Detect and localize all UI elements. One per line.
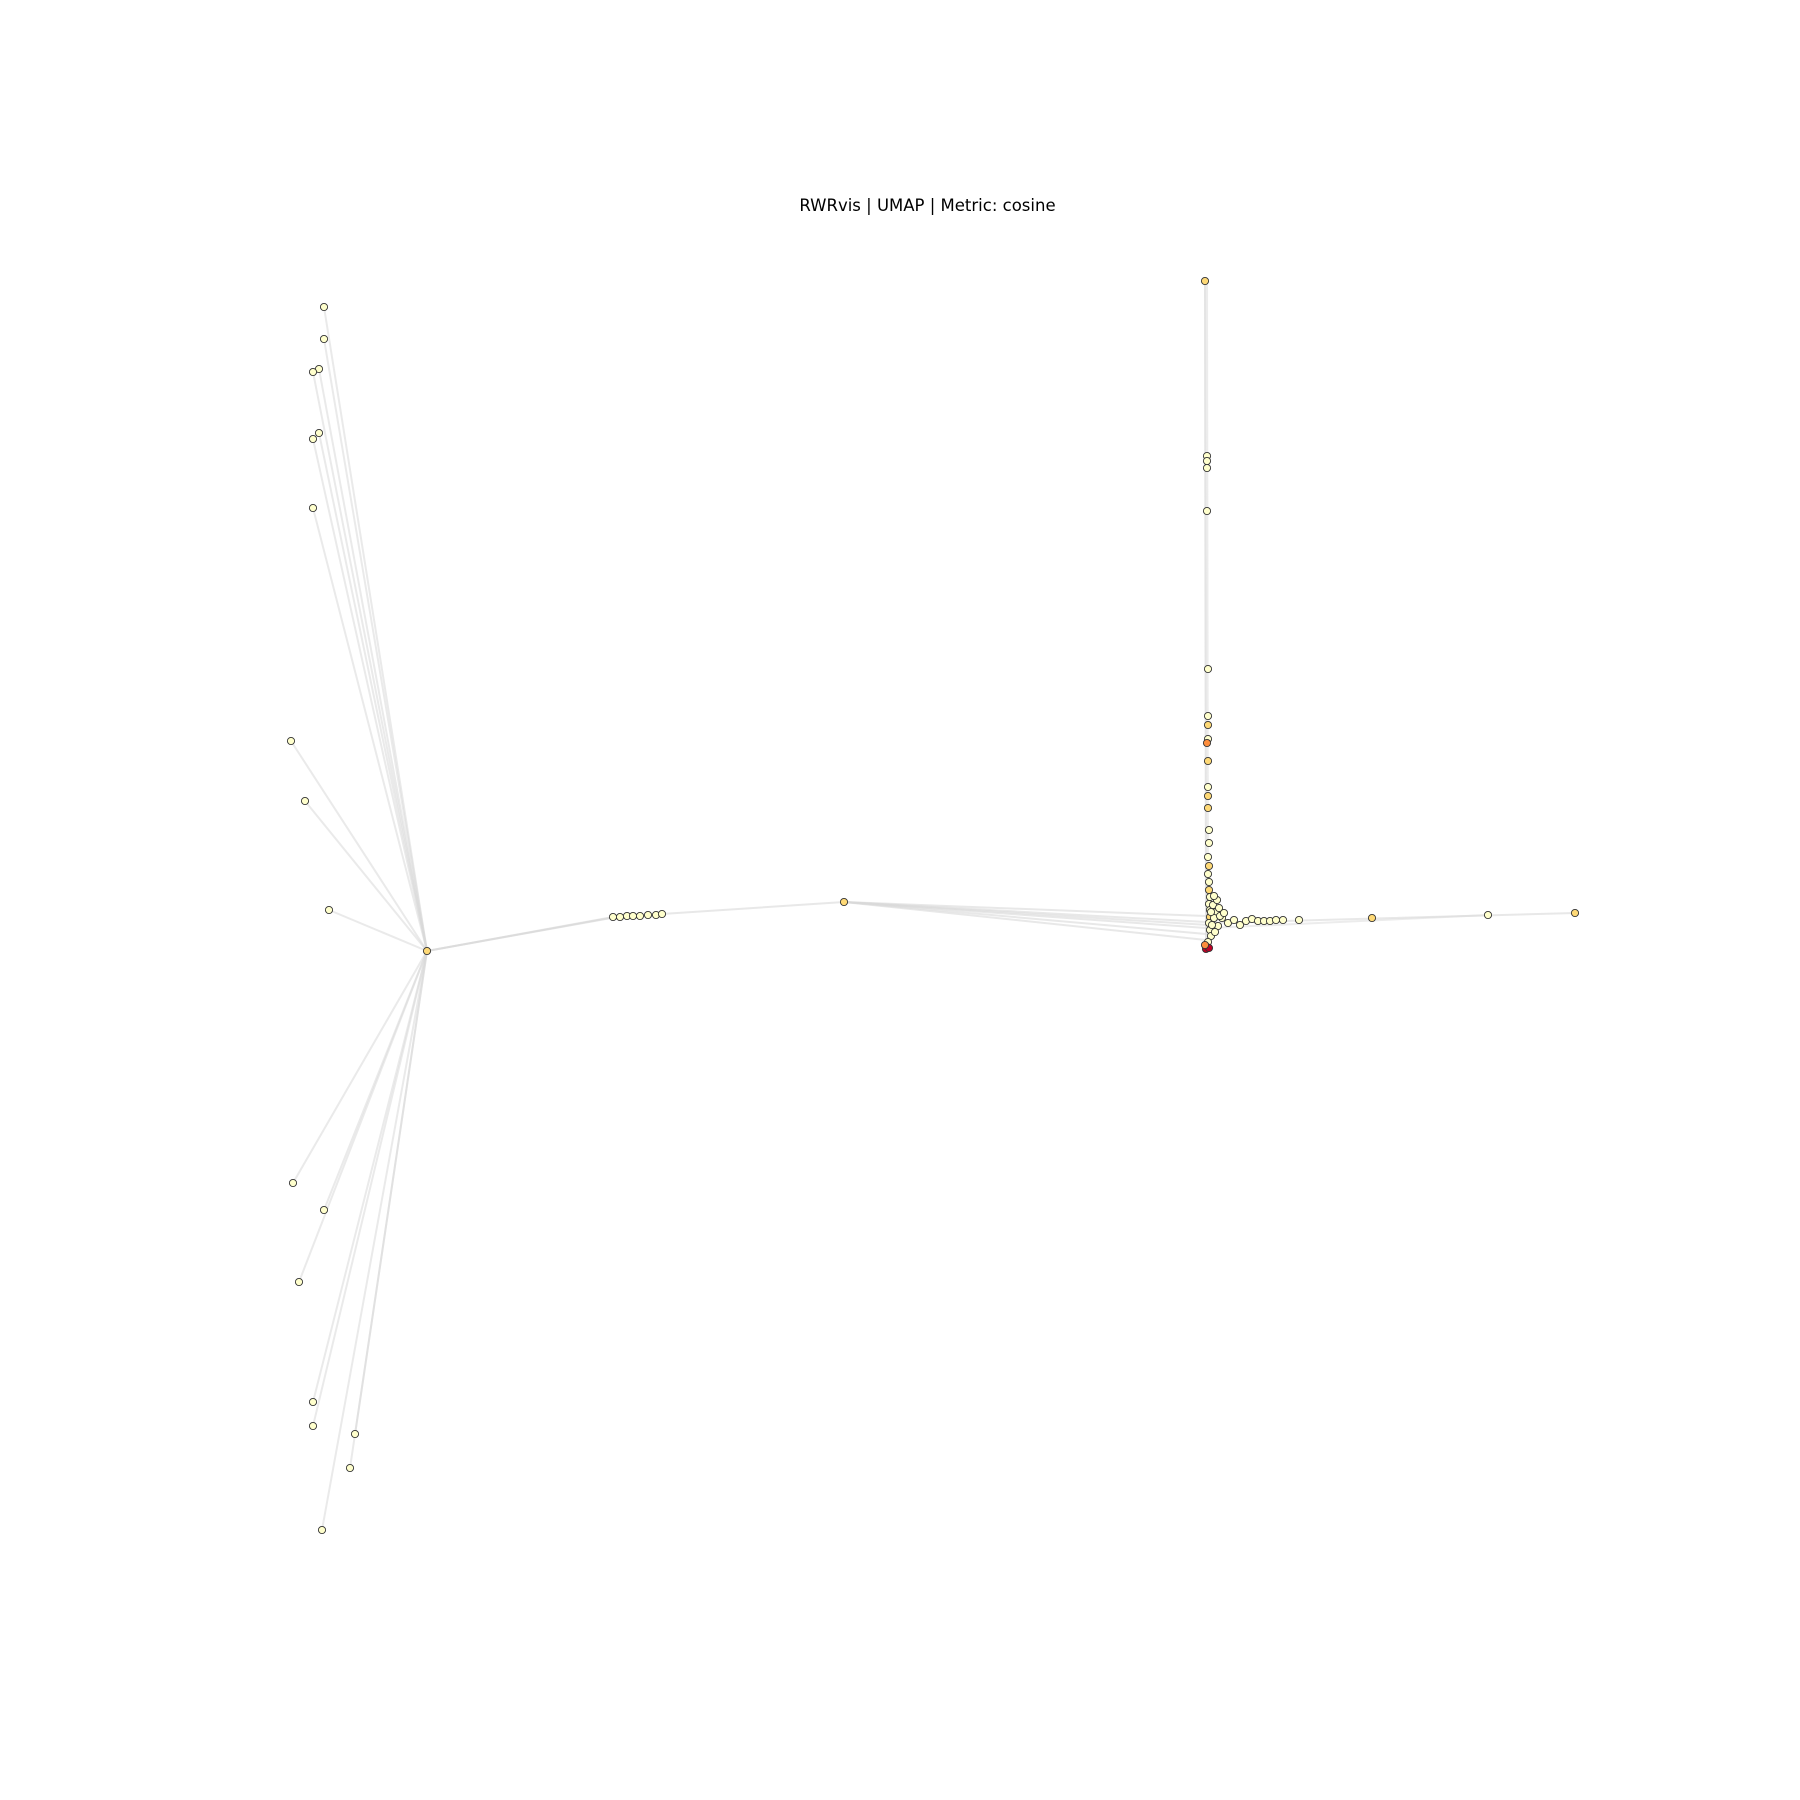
graph-node	[1204, 877, 1214, 887]
graph-node	[294, 1277, 304, 1287]
graph-node	[1294, 915, 1304, 925]
graph-edge	[312, 438, 428, 952]
graph-node	[1204, 885, 1214, 895]
graph-node	[308, 1421, 318, 1431]
graph-node	[1570, 908, 1580, 918]
graph-node	[1200, 276, 1210, 286]
graph-node	[839, 897, 849, 907]
graph-node	[319, 302, 329, 312]
graph-node	[1204, 838, 1214, 848]
graph-node	[308, 434, 318, 444]
graph-node	[1203, 791, 1213, 801]
graph-node	[635, 911, 645, 921]
graph-node	[317, 1525, 327, 1535]
graph-edge	[349, 950, 428, 1469]
graph-node	[1214, 903, 1224, 913]
graph-node	[1278, 915, 1288, 925]
graph-node	[1204, 825, 1214, 835]
graph-node	[643, 910, 653, 920]
graph-node	[1203, 782, 1213, 792]
graph-edge	[843, 901, 1207, 941]
graph-node	[350, 1429, 360, 1439]
graph-edge	[843, 901, 1209, 926]
graph-edge	[312, 371, 428, 952]
graph-edge	[323, 338, 428, 952]
graph-node	[1202, 463, 1212, 473]
graph-edge	[304, 800, 428, 952]
graph-node	[1271, 915, 1281, 925]
graph-node	[319, 1205, 329, 1215]
graph-edge	[298, 950, 428, 1283]
graph-edge	[318, 368, 428, 952]
graph-node	[1200, 940, 1210, 950]
graph-node	[657, 909, 667, 919]
graph-node	[1203, 711, 1213, 721]
graph-edge	[321, 950, 428, 1531]
graph-edge	[290, 740, 428, 952]
graph-edge	[426, 916, 618, 952]
graph-edge	[292, 950, 428, 1184]
graph-node	[1203, 869, 1213, 879]
graph-node	[1202, 456, 1212, 466]
graph-node	[300, 796, 310, 806]
graph-node	[1207, 920, 1217, 930]
graph-node	[1202, 738, 1212, 748]
graph-node	[615, 912, 625, 922]
graph-node	[422, 946, 432, 956]
graph-node	[1204, 861, 1214, 871]
plot-title: RWRvis | UMAP | Metric: cosine	[799, 196, 1056, 215]
graph-node	[1203, 720, 1213, 730]
graph-edge	[312, 950, 428, 1427]
graph-node	[1483, 910, 1493, 920]
graph-node	[1229, 915, 1239, 925]
graph-edge	[328, 909, 428, 952]
graph-node	[308, 503, 318, 513]
graph-node	[1203, 756, 1213, 766]
graph-node	[308, 1397, 318, 1407]
graph-node	[288, 1178, 298, 1188]
graph-node	[286, 736, 296, 746]
graph-node	[1209, 891, 1219, 901]
edges-layer	[290, 280, 1576, 1531]
graph-node	[314, 428, 324, 438]
nodes-layer	[286, 276, 1580, 1535]
graph-node	[1235, 920, 1245, 930]
graph-edge	[318, 432, 428, 952]
graph-node	[319, 334, 329, 344]
graph-edge	[1209, 914, 1489, 929]
graph-node	[628, 911, 638, 921]
graph-node	[345, 1463, 355, 1473]
graph-node	[1203, 803, 1213, 813]
graph-node	[1206, 907, 1216, 917]
graph-node	[1203, 852, 1213, 862]
graph-node	[1367, 913, 1377, 923]
graph-node	[1203, 664, 1213, 674]
graph-edge	[661, 901, 845, 915]
graph-node	[608, 912, 618, 922]
graph-edge	[312, 507, 428, 952]
graph-node	[324, 905, 334, 915]
graph-node	[1219, 908, 1229, 918]
graph-node	[308, 367, 318, 377]
graph-node	[1202, 506, 1212, 516]
graph-node	[1210, 927, 1220, 937]
